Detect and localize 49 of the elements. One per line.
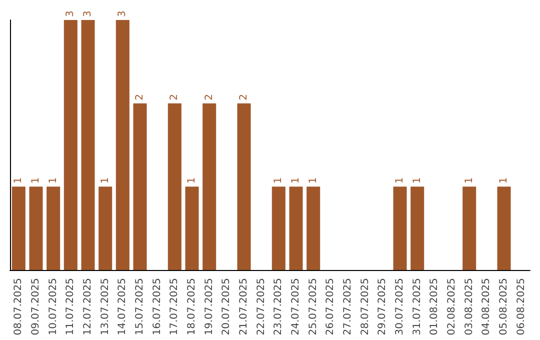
x-tick-label: 29.07.2025	[377, 278, 388, 336]
x-tick-label: 04.08.2025	[481, 278, 492, 336]
data-label: 3	[117, 10, 128, 17]
x-tick-label: 12.07.2025	[82, 278, 94, 336]
x-tick-label: 15.07.2025	[134, 278, 146, 336]
x-tick-label: 18.07.2025	[186, 278, 198, 336]
data-label: 1	[308, 177, 319, 184]
x-tick-label: 01.08.2025	[429, 278, 440, 336]
data-label: 3	[65, 10, 76, 17]
x-tick-label: 17.07.2025	[169, 278, 180, 336]
x-tick-label: 02.08.2025	[446, 278, 458, 336]
data-label: 1	[394, 177, 406, 184]
x-tick-label: 14.07.2025	[117, 278, 128, 336]
data-label: 1	[48, 177, 59, 184]
data-label: 1	[412, 177, 423, 184]
x-tick-label: 31.07.2025	[412, 278, 423, 336]
x-tick-label: 27.07.2025	[342, 278, 354, 336]
x-tick-label: 25.07.2025	[308, 278, 319, 336]
x-tick-label: 11.07.2025	[65, 278, 76, 336]
data-label: 1	[13, 177, 24, 184]
data-label: 1	[100, 177, 111, 184]
x-tick-label: 08.07.2025	[13, 278, 24, 336]
data-label: 1	[464, 177, 475, 184]
x-tick-label: 06.08.2025	[516, 278, 527, 336]
x-tick-label: 05.08.2025	[498, 278, 510, 336]
x-tick-label: 28.07.2025	[360, 278, 371, 336]
data-label: 2	[238, 94, 250, 100]
x-tick-label: 13.07.2025	[100, 278, 111, 336]
x-tick-label: 30.07.2025	[394, 278, 406, 336]
data-label: 1	[498, 177, 510, 184]
x-tick-label: 23.07.2025	[273, 278, 284, 336]
x-tick-label: 20.07.2025	[221, 278, 232, 336]
data-label: 1	[273, 177, 284, 184]
data-label: 1	[290, 177, 302, 184]
x-tick-label: 16.07.2025	[152, 278, 163, 336]
data-label: 2	[169, 94, 180, 100]
x-tick-label: 26.07.2025	[325, 278, 336, 336]
x-tick-label: 22.07.2025	[256, 278, 267, 336]
x-tick-label: 24.07.2025	[290, 278, 302, 336]
x-tick-label: 10.07.2025	[48, 278, 59, 336]
data-label: 2	[204, 94, 215, 100]
data-label: 3	[82, 10, 94, 17]
x-tick-label: 09.07.2025	[30, 278, 42, 336]
x-tick-label: 03.08.2025	[464, 278, 475, 336]
x-tick-label: 21.07.2025	[238, 278, 250, 336]
data-label: 1	[186, 177, 198, 184]
data-label: 1	[30, 177, 42, 184]
data-label: 2	[134, 94, 146, 100]
x-tick-label: 19.07.2025	[204, 278, 215, 336]
